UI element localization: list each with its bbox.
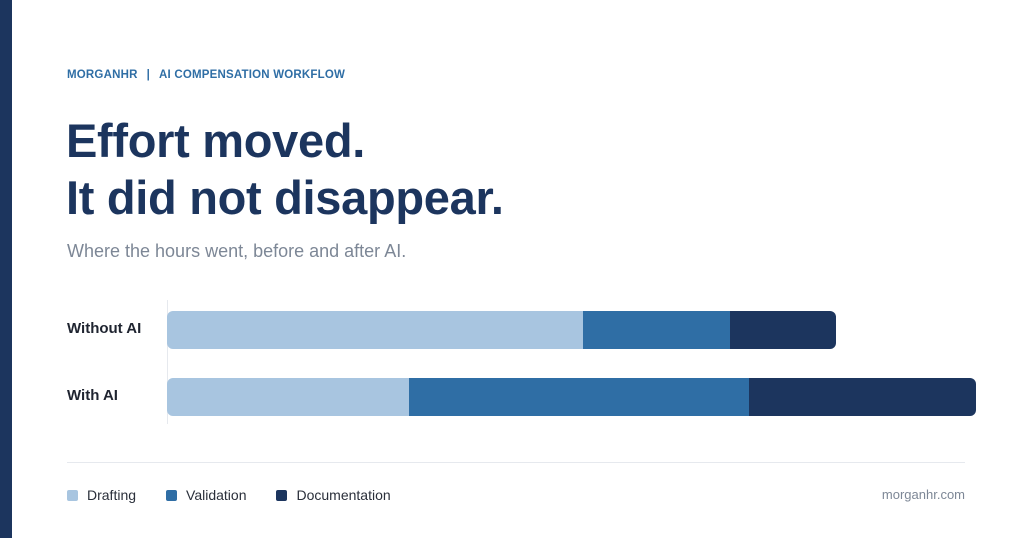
legend-item-drafting: Drafting [67, 487, 136, 503]
subtitle: Where the hours went, before and after A… [67, 241, 407, 261]
chart-baseline [167, 300, 168, 424]
bar-segment-drafting [167, 311, 583, 349]
left-accent-bar [0, 0, 12, 538]
eyebrow: MORGANHR | AI COMPENSATION WORKFLOW [67, 69, 345, 81]
headline-line-1: Effort moved. [66, 114, 366, 167]
stacked-bar-chart: Without AI With AI [0, 296, 1024, 430]
legend-item-validation: Validation [166, 487, 246, 503]
bar-segment-validation [408, 378, 750, 416]
legend-swatch-drafting [67, 489, 78, 501]
legend-label-documentation: Documentation [296, 487, 391, 503]
bar-segment-drafting [167, 378, 409, 416]
bar-segment-documentation [749, 378, 977, 416]
chart-legend: Drafting Validation Documentation [67, 486, 421, 504]
headline: Effort moved. It did not disappear. [66, 112, 504, 226]
row-label-without-ai: Without AI [67, 320, 142, 337]
legend-swatch-documentation [276, 489, 288, 501]
footer-divider [67, 462, 965, 463]
section-name: AI COMPENSATION WORKFLOW [159, 69, 346, 81]
eyebrow-separator: | [146, 69, 151, 81]
legend-swatch-validation [166, 489, 178, 501]
bar-with-ai [167, 378, 977, 416]
legend-label-validation: Validation [186, 487, 247, 503]
legend-item-documentation: Documentation [276, 487, 391, 503]
bar-without-ai [167, 311, 837, 349]
bar-segment-validation [582, 311, 731, 349]
footer-url: morganhr.com [881, 487, 965, 502]
headline-line-2: It did not disappear. [66, 171, 504, 224]
legend-label-drafting: Drafting [87, 487, 137, 503]
brand-name: MORGANHR [67, 69, 138, 81]
row-label-with-ai: With AI [67, 387, 118, 404]
bar-segment-documentation [730, 311, 837, 349]
